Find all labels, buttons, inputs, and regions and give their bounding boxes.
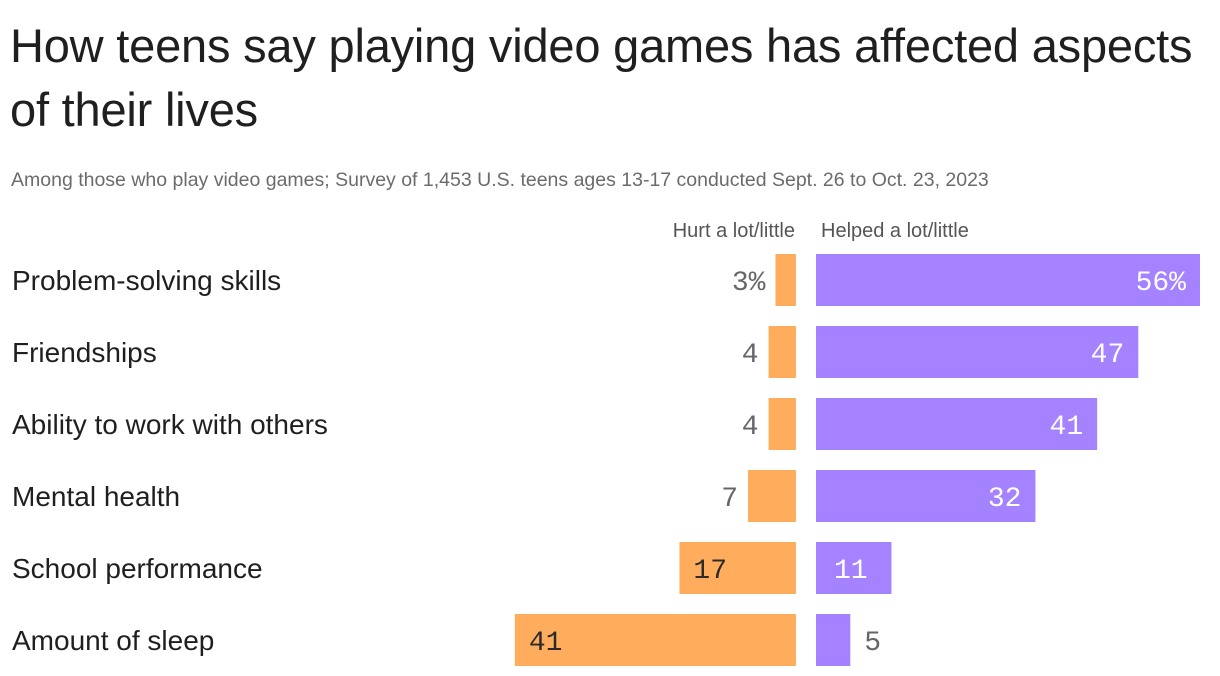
hurt-bar-mental-health [748, 470, 796, 522]
bar-rows: Problem-solving skills 3% 56% Friendships 4 4… [12, 254, 1200, 666]
category-label-school-performance: School performance [12, 553, 263, 584]
helped-value-label-problem-solving-skills: 56% [1136, 268, 1187, 299]
helped-bar-amount-of-sleep [816, 614, 851, 666]
hurt-value-label-problem-solving-skills: 3% [732, 268, 766, 299]
chart-title: How teens say playing video games has af… [10, 19, 1193, 136]
hurt-value-label-school-performance: 17 [693, 556, 727, 587]
helped-bar-problem-solving-skills [816, 254, 1200, 306]
hurt-bar-problem-solving-skills [775, 254, 796, 306]
helped-bar-ability-to-work-with-others [816, 398, 1098, 450]
helped-bar-friendships [816, 326, 1139, 378]
chart-subtitle: Among those who play video games; Survey… [11, 169, 989, 191]
category-label-amount-of-sleep: Amount of sleep [12, 625, 214, 656]
hurt-value-label-friendships: 4 [742, 340, 759, 371]
diverging-bar-chart: Hurt a lot/little Helped a lot/little Pr… [12, 220, 1200, 666]
helped-value-label-mental-health: 32 [988, 484, 1022, 515]
helped-value-label-school-performance: 11 [834, 556, 868, 587]
helped-bar-mental-health [816, 470, 1036, 522]
helped-value-label-ability-to-work-with-others: 41 [1050, 412, 1084, 443]
category-label-problem-solving-skills: Problem-solving skills [12, 265, 281, 296]
helped-value-label-friendships: 47 [1091, 340, 1125, 371]
hurt-bar-ability-to-work-with-others [768, 398, 796, 450]
hurt-value-label-amount-of-sleep: 41 [529, 628, 563, 659]
hurt-value-label-mental-health: 7 [721, 484, 738, 515]
helped-bar-school-performance [816, 542, 892, 594]
category-label-ability-to-work-with-others: Ability to work with others [12, 409, 328, 440]
helped-value-label-amount-of-sleep: 5 [864, 628, 881, 659]
hurt-value-label-ability-to-work-with-others: 4 [742, 412, 759, 443]
legend-helped: Helped a lot/little [821, 220, 969, 242]
hurt-bar-amount-of-sleep [514, 614, 796, 666]
category-label-friendships: Friendships [12, 337, 157, 368]
hurt-bar-friendships [768, 326, 796, 378]
category-label-mental-health: Mental health [12, 481, 180, 512]
hurt-bar-school-performance [679, 542, 796, 594]
legend-hurt: Hurt a lot/little [673, 220, 795, 242]
